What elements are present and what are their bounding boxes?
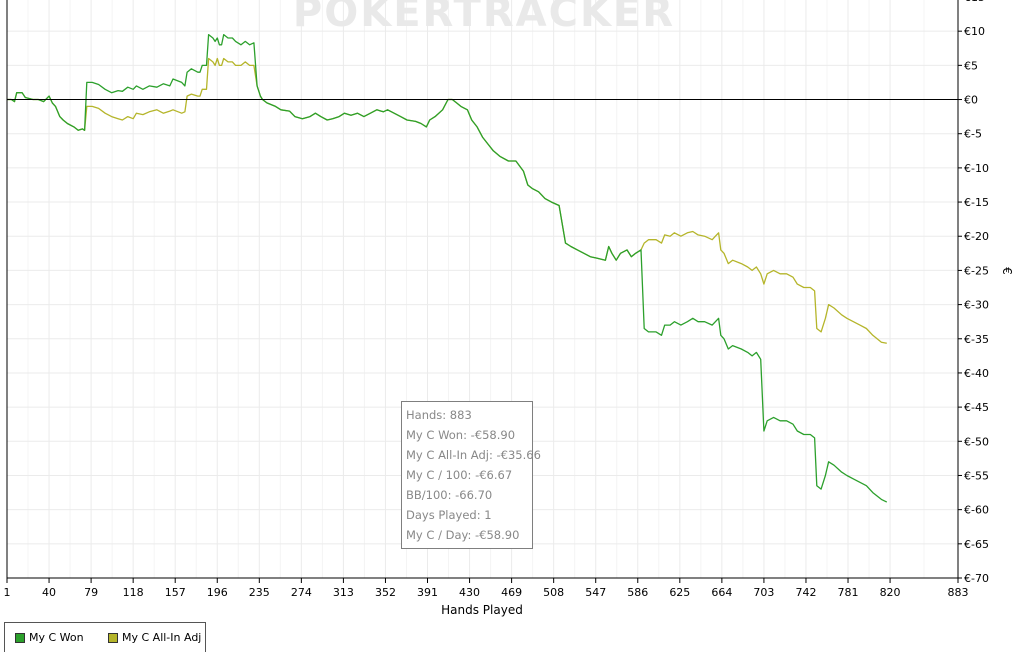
tooltip-bb-100: BB/100: -66.70 xyxy=(406,488,493,502)
x-tick-label-18: 703 xyxy=(753,586,774,599)
series-layer xyxy=(7,33,888,503)
x-tick-label-3: 118 xyxy=(123,586,144,599)
x-tick-label-20: 781 xyxy=(838,586,859,599)
y-tick-label-0: €15 xyxy=(964,0,985,4)
y-tick-label-16: €-65 xyxy=(964,538,989,551)
x-tick-label-21: 820 xyxy=(880,586,901,599)
legend-label-allin-adj: My C All-In Adj xyxy=(122,631,202,644)
x-tick-label-1: 40 xyxy=(42,586,56,599)
y-tick-label-5: €-10 xyxy=(964,162,989,175)
hover-tooltip: Hands: 883 My C Won: -€58.90 My C All-In… xyxy=(401,401,541,549)
legend: My C Won My C All-In Adj xyxy=(4,622,206,652)
series-line-my-c-won xyxy=(7,33,888,503)
tooltip-won: My C Won: -€58.90 xyxy=(406,428,516,442)
legend-item-won[interactable]: My C Won xyxy=(15,631,84,644)
y-tick-label-10: €-35 xyxy=(964,333,989,346)
x-tick-label-0: 1 xyxy=(4,586,11,599)
y-tick-label-6: €-15 xyxy=(964,196,989,209)
x-tick-label-5: 196 xyxy=(207,586,228,599)
y-tick-label-8: €-25 xyxy=(964,264,989,277)
x-tick-label-13: 508 xyxy=(543,586,564,599)
x-tick-label-14: 547 xyxy=(585,586,606,599)
y-tick-label-9: €-30 xyxy=(964,299,989,312)
x-tick-label-7: 274 xyxy=(291,586,312,599)
tooltip-per-day: My C / Day: -€58.90 xyxy=(406,528,520,542)
x-tick-label-2: 79 xyxy=(84,586,98,599)
tooltip-hands: Hands: 883 xyxy=(406,408,472,422)
x-tick-label-10: 391 xyxy=(417,586,438,599)
y-tick-label-11: €-40 xyxy=(964,367,989,380)
legend-item-allin-adj[interactable]: My C All-In Adj xyxy=(108,631,201,644)
y-tick-label-13: €-50 xyxy=(964,435,989,448)
x-ticks: 1 40 79 118 157 196 235 274 313 352 391 430 469 508 54… xyxy=(4,578,969,599)
x-axis-title: Hands Played xyxy=(441,603,523,617)
y-tick-label-12: €-45 xyxy=(964,401,989,414)
y-axis-title: € xyxy=(1000,267,1012,275)
x-tick-label-17: 664 xyxy=(711,586,732,599)
y-tick-label-2: €5 xyxy=(964,59,978,72)
legend-swatch-allin-adj xyxy=(108,632,118,643)
x-tick-label-9: 352 xyxy=(375,586,396,599)
y-tick-label-1: €10 xyxy=(964,25,985,38)
x-tick-label-6: 235 xyxy=(249,586,270,599)
tooltip-per-100: My C / 100: -€6.67 xyxy=(406,468,513,482)
y-tick-label-14: €-55 xyxy=(964,469,989,482)
legend-swatch-won xyxy=(15,632,25,643)
x-tick-label-16: 625 xyxy=(669,586,690,599)
x-tick-label-12: 469 xyxy=(501,586,522,599)
watermark: POKERTRACKER xyxy=(293,0,675,36)
x-tick-label-19: 742 xyxy=(795,586,816,599)
axes xyxy=(6,0,959,579)
x-tick-label-8: 313 xyxy=(333,586,354,599)
tooltip-days-played: Days Played: 1 xyxy=(406,508,492,522)
y-tick-label-15: €-60 xyxy=(964,504,989,517)
legend-label-won: My C Won xyxy=(29,631,84,644)
y-tick-label-17: €-70 xyxy=(964,572,989,585)
x-tick-label-11: 430 xyxy=(459,586,480,599)
y-tick-label-3: €0 xyxy=(964,94,978,107)
x-tick-label-22: 883 xyxy=(948,586,969,599)
y-tick-label-7: €-20 xyxy=(964,230,989,243)
x-tick-label-4: 157 xyxy=(165,586,186,599)
y-ticks: €15 €10 €5 €0 €-5 €-10 €-15 €-20 €-25 €-30 €-35 €-4… xyxy=(958,0,989,585)
tooltip-allin-adj: My C All-In Adj: -€35.66 xyxy=(406,448,541,462)
y-tick-label-4: €-5 xyxy=(964,128,982,141)
x-tick-label-15: 586 xyxy=(627,586,648,599)
